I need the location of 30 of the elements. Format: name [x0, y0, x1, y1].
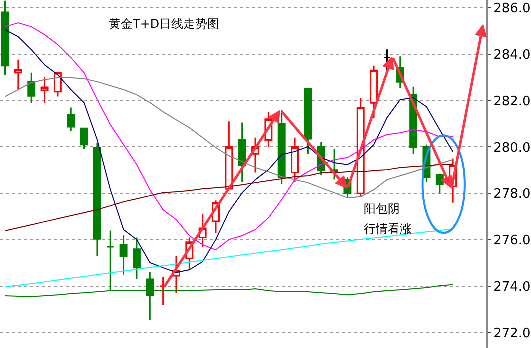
candlestick [1, 0, 10, 76]
candlestick [159, 276, 168, 306]
candlestick [40, 76, 49, 104]
y-tick-label: 272.0 [494, 326, 531, 342]
candlestick [225, 120, 234, 190]
candlestick [278, 109, 286, 186]
y-tick-label: 286.0 [494, 1, 531, 16]
annotation: 行情看涨 [364, 222, 412, 236]
candlestick [291, 137, 299, 183]
candlestick [54, 71, 62, 98]
annotation: 阳包阴 [364, 202, 400, 216]
y-tick-label: 276.0 [494, 234, 531, 249]
y-tick-label: 284.0 [494, 48, 531, 63]
candlestick [80, 128, 88, 150]
candlestick [67, 106, 76, 132]
candlestick [28, 72, 36, 104]
y-tick-label: 278.0 [494, 187, 531, 202]
candlestick [14, 59, 22, 91]
y-tick-label: 282.0 [494, 94, 531, 110]
y-tick-label: 280.0 [494, 140, 531, 156]
candlestick [120, 234, 128, 276]
candlestick [238, 122, 246, 183]
candlestick [93, 142, 102, 258]
line-series [4, 78, 454, 199]
text: 黄金T+D日线走势图 [109, 17, 220, 31]
y-tick-label: 274.0 [494, 280, 531, 296]
candlestick [304, 88, 312, 155]
candlestick [436, 173, 444, 194]
candlestick [370, 65, 378, 119]
candlestick [133, 236, 141, 280]
